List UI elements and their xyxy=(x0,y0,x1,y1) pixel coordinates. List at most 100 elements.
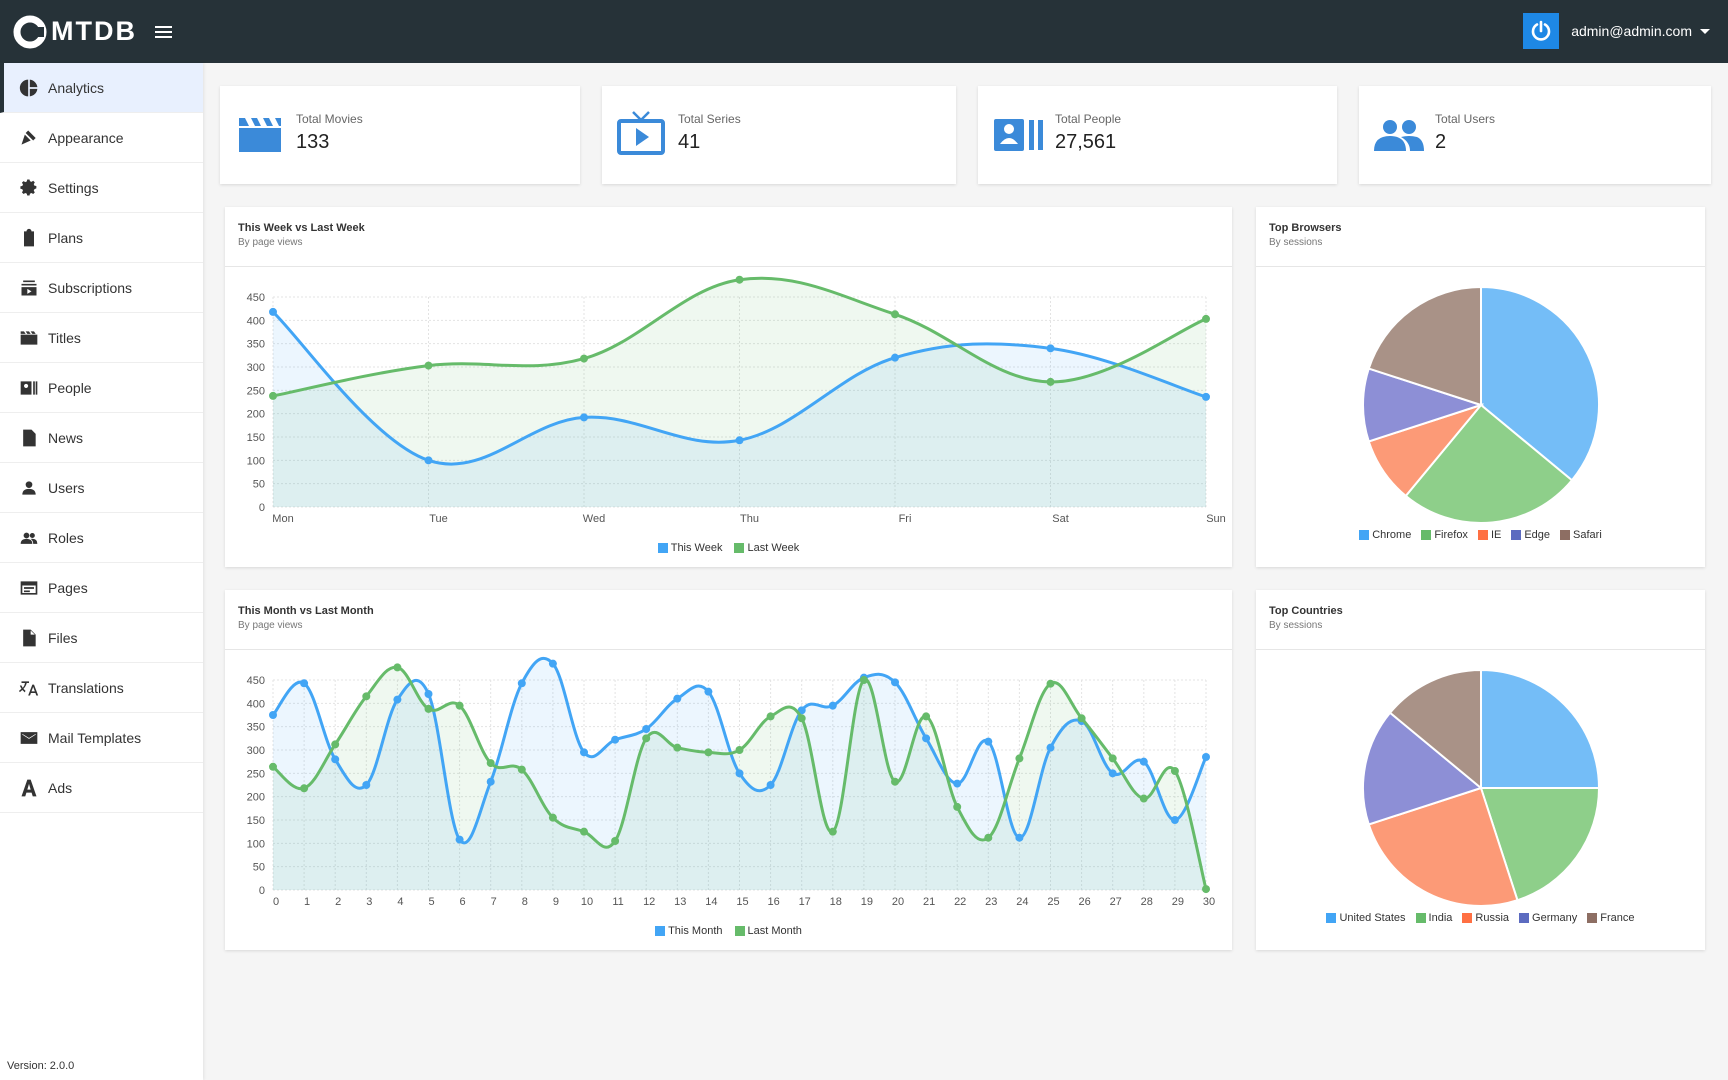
data-point[interactable] xyxy=(735,746,744,754)
data-point[interactable] xyxy=(984,833,993,842)
data-point[interactable] xyxy=(486,759,495,768)
data-point[interactable] xyxy=(891,777,899,786)
legend-item[interactable]: IE xyxy=(1477,529,1501,541)
data-point[interactable] xyxy=(1046,377,1055,386)
data-point[interactable] xyxy=(424,704,433,713)
data-point[interactable] xyxy=(828,701,837,710)
data-point[interactable] xyxy=(517,765,526,774)
sidebar-item-translations[interactable]: Translations xyxy=(0,663,203,713)
data-point[interactable] xyxy=(1170,816,1179,824)
pie-slice-firefox[interactable] xyxy=(1404,403,1574,524)
data-point[interactable] xyxy=(1108,769,1117,778)
data-point[interactable] xyxy=(1170,767,1179,775)
data-point[interactable] xyxy=(1202,753,1210,761)
pie-slice-russia[interactable] xyxy=(1367,786,1519,907)
pie-slice-chrome[interactable] xyxy=(1480,285,1600,482)
data-point[interactable] xyxy=(611,735,620,744)
data-point[interactable] xyxy=(704,687,713,696)
data-point[interactable] xyxy=(424,456,433,465)
legend-item[interactable]: Chrome xyxy=(1359,529,1411,541)
data-point[interactable] xyxy=(1139,757,1148,766)
data-point[interactable] xyxy=(953,779,962,788)
data-point[interactable] xyxy=(766,781,775,789)
data-point[interactable] xyxy=(1046,344,1055,353)
data-point[interactable] xyxy=(580,354,588,363)
data-point[interactable] xyxy=(393,663,402,672)
data-point[interactable] xyxy=(269,307,277,316)
pie-slice-france[interactable] xyxy=(1388,668,1482,791)
sidebar-item-titles[interactable]: Titles xyxy=(0,313,203,363)
data-point[interactable] xyxy=(486,777,495,786)
data-point[interactable] xyxy=(766,712,775,721)
legend-item[interactable]: Safari xyxy=(1560,529,1602,541)
data-point[interactable] xyxy=(984,737,993,746)
sidebar-item-subscriptions[interactable]: Subscriptions xyxy=(0,263,203,313)
hamburger-menu-icon[interactable] xyxy=(154,25,172,38)
data-point[interactable] xyxy=(922,734,931,743)
data-point[interactable] xyxy=(1108,754,1117,763)
legend-item[interactable]: India xyxy=(1415,912,1452,924)
pie-slice-safari[interactable] xyxy=(1367,285,1482,407)
sidebar-item-roles[interactable]: Roles xyxy=(0,513,203,563)
sidebar-item-users[interactable]: Users xyxy=(0,463,203,513)
legend-item[interactable]: France xyxy=(1587,912,1635,924)
data-point[interactable] xyxy=(455,835,464,844)
sidebar-item-files[interactable]: Files xyxy=(0,613,203,663)
data-point[interactable] xyxy=(1202,885,1210,894)
data-point[interactable] xyxy=(1077,714,1086,723)
data-point[interactable] xyxy=(735,769,744,778)
data-point[interactable] xyxy=(1015,833,1024,842)
pie-slice-edge[interactable] xyxy=(1362,367,1485,443)
legend-item[interactable]: This Month xyxy=(655,925,723,937)
data-point[interactable] xyxy=(673,743,682,752)
data-point[interactable] xyxy=(424,361,433,370)
data-point[interactable] xyxy=(300,679,309,688)
sidebar-item-mail-templates[interactable]: Mail Templates xyxy=(0,713,203,763)
data-point[interactable] xyxy=(269,391,277,400)
legend-item[interactable]: Russia xyxy=(1462,912,1509,924)
data-point[interactable] xyxy=(362,692,371,701)
sidebar-item-pages[interactable]: Pages xyxy=(0,563,203,613)
data-point[interactable] xyxy=(269,711,277,719)
data-point[interactable] xyxy=(1046,743,1055,752)
data-point[interactable] xyxy=(300,784,309,793)
legend-item[interactable]: Edge xyxy=(1511,529,1550,541)
legend-item[interactable]: Germany xyxy=(1519,912,1577,924)
data-point[interactable] xyxy=(393,695,402,704)
data-point[interactable] xyxy=(891,310,899,319)
data-point[interactable] xyxy=(891,678,899,687)
data-point[interactable] xyxy=(1046,679,1055,688)
data-point[interactable] xyxy=(331,740,340,749)
data-point[interactable] xyxy=(828,827,837,836)
data-point[interactable] xyxy=(797,714,806,723)
sidebar-item-settings[interactable]: Settings xyxy=(0,163,203,213)
data-point[interactable] xyxy=(580,827,588,836)
data-point[interactable] xyxy=(1202,314,1210,323)
data-point[interactable] xyxy=(269,762,277,771)
data-point[interactable] xyxy=(891,353,899,362)
pie-slice-germany[interactable] xyxy=(1362,711,1484,826)
account-menu[interactable]: admin@admin.com xyxy=(1523,13,1710,49)
data-point[interactable] xyxy=(704,748,713,757)
data-point[interactable] xyxy=(673,694,682,703)
sidebar-item-people[interactable]: People xyxy=(0,363,203,413)
legend-item[interactable]: This Week xyxy=(657,542,722,554)
legend-item[interactable]: United States xyxy=(1326,912,1406,924)
data-point[interactable] xyxy=(859,676,868,684)
data-point[interactable] xyxy=(424,690,433,698)
data-point[interactable] xyxy=(517,679,526,688)
data-point[interactable] xyxy=(548,659,557,668)
data-point[interactable] xyxy=(331,755,340,764)
sidebar-item-appearance[interactable]: Appearance xyxy=(0,113,203,163)
data-point[interactable] xyxy=(580,413,588,422)
data-point[interactable] xyxy=(1139,794,1148,803)
sidebar-item-ads[interactable]: Ads xyxy=(0,763,203,813)
data-point[interactable] xyxy=(642,725,651,733)
pie-slice-india[interactable] xyxy=(1479,787,1601,902)
legend-item[interactable]: Firefox xyxy=(1421,529,1468,541)
data-point[interactable] xyxy=(953,802,962,811)
legend-item[interactable]: Last Month xyxy=(734,925,802,937)
data-point[interactable] xyxy=(580,748,588,757)
legend-item[interactable]: Last Week xyxy=(734,542,799,554)
logo[interactable]: MTDB xyxy=(12,14,137,50)
